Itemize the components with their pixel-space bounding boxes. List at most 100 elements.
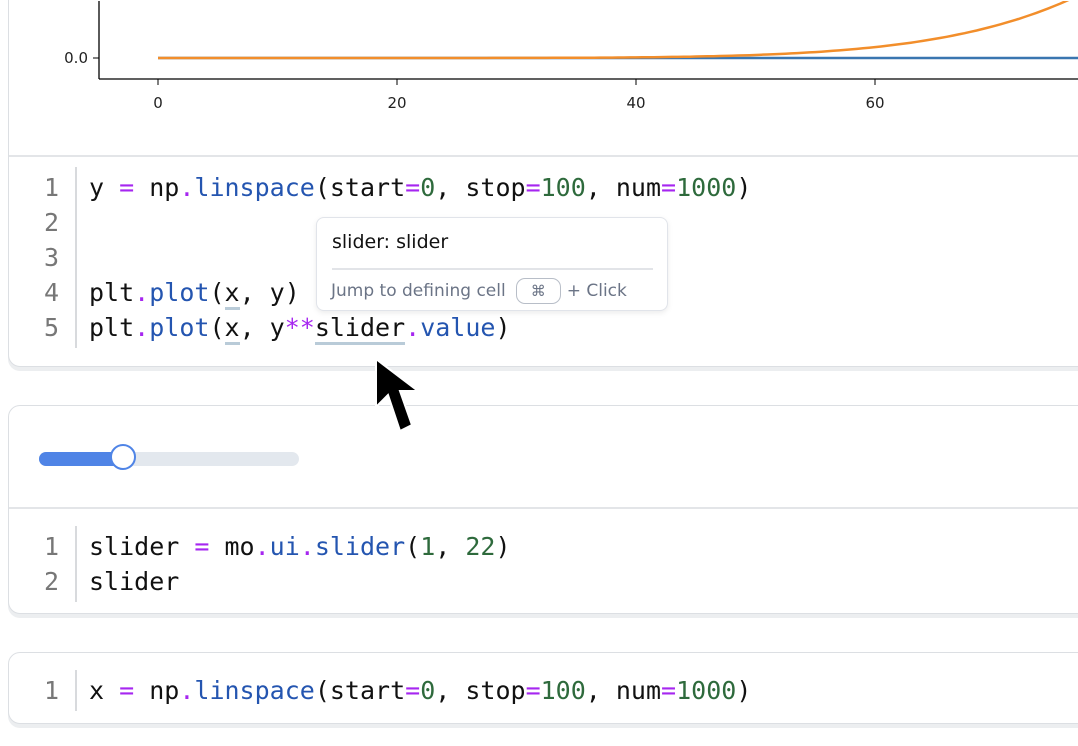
code-token: y bbox=[89, 173, 120, 202]
gutter-line bbox=[75, 526, 77, 602]
code-token: . bbox=[254, 532, 270, 561]
code-token: . bbox=[405, 313, 421, 342]
code-token: = bbox=[194, 532, 210, 561]
code-line[interactable]: plt.plot(x, y) bbox=[89, 278, 300, 310]
gutter-line bbox=[75, 167, 77, 348]
code-token: plot bbox=[149, 278, 210, 307]
code-line[interactable]: slider bbox=[89, 567, 179, 596]
code-token: plt bbox=[89, 313, 135, 342]
slider-track[interactable] bbox=[39, 444, 299, 470]
code-token: x bbox=[224, 278, 240, 310]
y-tick-label: 0.0 bbox=[64, 49, 88, 67]
line-number: 4 bbox=[43, 278, 59, 307]
code-token: value bbox=[420, 313, 496, 342]
line-number: 2 bbox=[43, 567, 59, 596]
code-token: plot bbox=[149, 313, 210, 342]
code-token: = bbox=[405, 173, 421, 202]
code-token: plt bbox=[89, 278, 135, 307]
code-token: x bbox=[224, 313, 240, 345]
code-token: ( bbox=[405, 532, 421, 561]
code-token: , y) bbox=[239, 278, 300, 307]
line-number: 2 bbox=[43, 208, 59, 237]
tooltip-title: slider: slider bbox=[332, 231, 449, 253]
code-token: slider bbox=[314, 313, 406, 345]
code-token: = bbox=[119, 173, 135, 202]
code-token: . bbox=[134, 278, 150, 307]
code-token: . bbox=[179, 173, 195, 202]
tooltip-divider bbox=[332, 268, 653, 270]
code-token: ( bbox=[209, 313, 225, 342]
line-number: 3 bbox=[43, 243, 59, 272]
tooltip-hint-text: Jump to defining cell bbox=[331, 281, 506, 301]
code-token: x bbox=[89, 676, 120, 705]
code-token: 22 bbox=[465, 532, 496, 561]
code-token: 1000 bbox=[676, 676, 737, 705]
tooltip-hint: Jump to defining cell ⌘ + Click bbox=[331, 278, 627, 304]
code-token: np bbox=[134, 173, 180, 202]
x-tick-label: 20 bbox=[387, 94, 406, 112]
line-number: 1 bbox=[43, 532, 59, 561]
code-token: (start bbox=[314, 676, 406, 705]
code-token: . bbox=[134, 313, 150, 342]
code-token: mo bbox=[209, 532, 255, 561]
code-token: slider bbox=[89, 532, 195, 561]
line-number: 5 bbox=[43, 313, 59, 342]
code-token: , bbox=[435, 532, 466, 561]
code-token: 0 bbox=[420, 173, 436, 202]
cell-divider bbox=[9, 155, 1078, 157]
series-line-power bbox=[158, 1, 1070, 60]
slider-fill bbox=[39, 452, 124, 466]
code-token: slider bbox=[314, 532, 406, 561]
line-number: 1 bbox=[43, 676, 59, 705]
mouse-cursor-icon bbox=[375, 356, 421, 433]
cell-divider bbox=[9, 507, 1078, 509]
code-line[interactable]: plt.plot(x, y**slider.value) bbox=[89, 313, 511, 345]
code-token: 1 bbox=[420, 532, 436, 561]
code-token: = bbox=[525, 676, 541, 705]
code-token: linspace bbox=[194, 676, 315, 705]
command-key-icon: ⌘ bbox=[515, 278, 561, 304]
code-line[interactable]: x = np.linspace(start=0, stop=100, num=1… bbox=[89, 676, 751, 705]
slider-output bbox=[9, 406, 409, 506]
code-token: ) bbox=[736, 173, 752, 202]
code-token: = bbox=[661, 676, 677, 705]
x-tick-label: 60 bbox=[865, 94, 884, 112]
code-token: np bbox=[134, 676, 180, 705]
code-token: 100 bbox=[540, 676, 586, 705]
slider-cell: 1 slider = mo.ui.slider(1, 22) 2 slider bbox=[8, 405, 1078, 614]
code-token: 1000 bbox=[676, 173, 737, 202]
code-token: 100 bbox=[540, 173, 586, 202]
code-token: linspace bbox=[194, 173, 315, 202]
code-token: ) bbox=[495, 313, 511, 342]
code-token: = bbox=[661, 173, 677, 202]
code-line[interactable]: y = np.linspace(start=0, stop=100, num=1… bbox=[89, 173, 751, 202]
code-line[interactable]: slider = mo.ui.slider(1, 22) bbox=[89, 532, 511, 561]
code-token: ui bbox=[269, 532, 300, 561]
gutter-line bbox=[75, 670, 77, 711]
code-token: , num bbox=[585, 173, 662, 202]
code-token: (start bbox=[314, 173, 406, 202]
code-token: slider bbox=[89, 567, 180, 596]
definition-tooltip: slider: slider Jump to defining cell ⌘ + C… bbox=[316, 217, 668, 311]
x-tick-label: 40 bbox=[626, 94, 645, 112]
tooltip-hint-suffix: + Click bbox=[566, 281, 627, 301]
code-token: , stop bbox=[435, 676, 526, 705]
code-token: = bbox=[525, 173, 541, 202]
code-token: ) bbox=[495, 532, 511, 561]
code-token: 0 bbox=[420, 676, 436, 705]
code-token: = bbox=[405, 676, 421, 705]
code-token: ** bbox=[284, 313, 315, 342]
code-token: , stop bbox=[435, 173, 526, 202]
code-token: . bbox=[179, 676, 195, 705]
x-tick-label: 0 bbox=[153, 94, 163, 112]
code-token: ) bbox=[736, 676, 752, 705]
plot-output: 0 20 40 60 0.0 bbox=[64, 1, 1078, 112]
line-number: 1 bbox=[43, 173, 59, 202]
code-token: . bbox=[299, 532, 315, 561]
code-token: , num bbox=[585, 676, 662, 705]
code-token: ( bbox=[209, 278, 225, 307]
slider-thumb[interactable] bbox=[110, 444, 137, 470]
code-token: , y bbox=[239, 313, 285, 342]
